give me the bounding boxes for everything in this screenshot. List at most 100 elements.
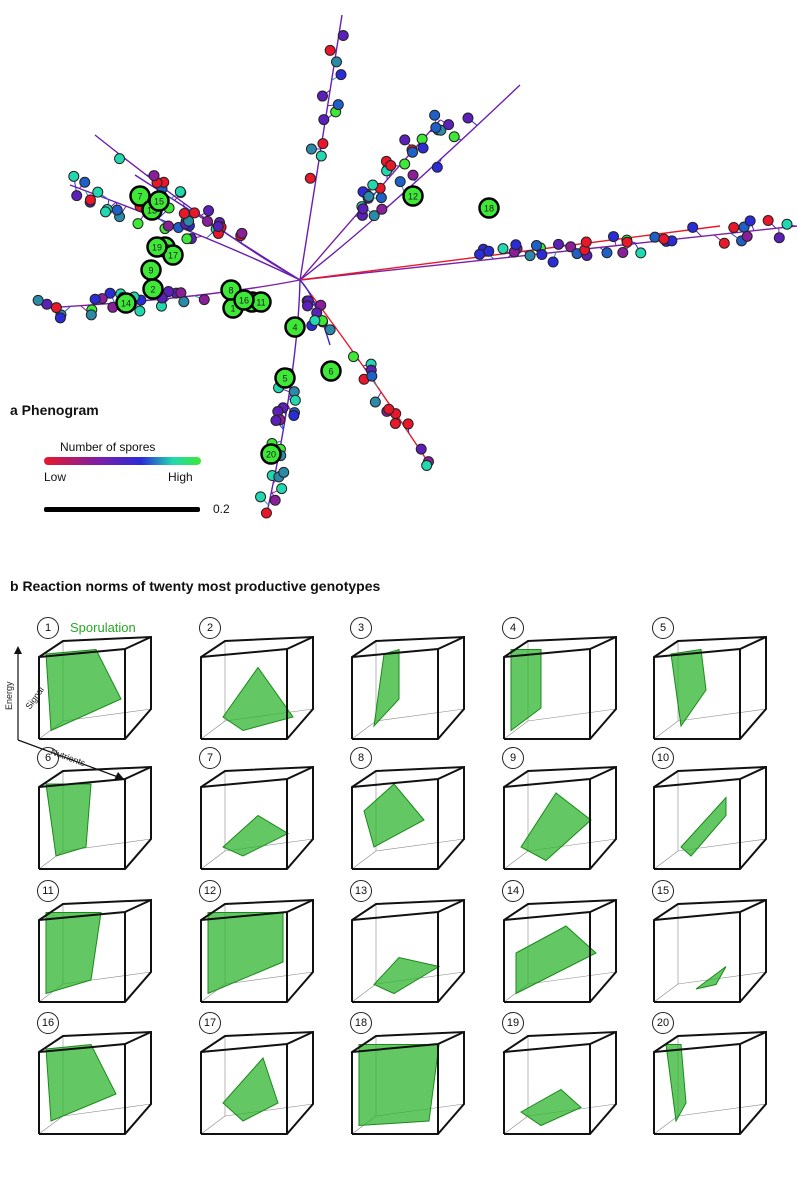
phenogram-node [85, 309, 97, 321]
reaction-norm-9: 9 [492, 747, 622, 872]
legend-low-label: Low [44, 470, 67, 484]
phenogram-node [332, 99, 344, 111]
reaction-norm-2: 2 [189, 617, 319, 742]
phenogram-node [202, 215, 214, 227]
panel-b-title: b Reaction norms of twenty most producti… [10, 578, 381, 594]
phenogram-node [744, 215, 756, 227]
phenogram-node [50, 302, 62, 314]
sporulation-volume [373, 648, 400, 728]
phenogram-node [430, 122, 442, 134]
phenogram-node [443, 119, 455, 131]
genotype-number-badge: 7 [199, 747, 221, 769]
scale-bar-label: 0.2 [213, 502, 230, 516]
highlighted-genotypes: 1234567891011121314151617181920 [115, 185, 500, 465]
phenogram-node [305, 143, 317, 155]
cube-front-edges [351, 898, 465, 1003]
cube-front-edges [38, 1030, 152, 1135]
phenogram-branch [299, 279, 331, 346]
phenogram-branch [299, 279, 431, 466]
cube-front-edges [200, 898, 314, 1003]
phenogram-node [276, 483, 288, 495]
genotype-label-8: 8 [228, 285, 233, 295]
phenogram-node [104, 287, 116, 299]
genotype-label-7: 7 [137, 191, 142, 201]
phenogram-node [174, 186, 186, 198]
genotype-node-20 [260, 443, 282, 465]
cube-front-edges [503, 1030, 617, 1135]
genotype-node-6 [320, 360, 342, 382]
phenogram-node [483, 245, 495, 257]
phenogram-node [621, 236, 633, 248]
phenogram-node [163, 286, 175, 298]
legend-color-bar [44, 457, 201, 465]
reaction-norm-11: 11 [27, 880, 157, 1005]
phenogram-node [367, 179, 379, 191]
phenogram-node [84, 194, 96, 206]
reaction-norm-12: 12 [189, 880, 319, 1005]
phenogram-node [301, 300, 313, 312]
phenogram-node [317, 138, 329, 150]
genotype-number-badge: 1 [37, 617, 59, 639]
genotype-node-5 [274, 367, 296, 389]
phenogram-node [309, 315, 321, 327]
phenogram-node [510, 239, 522, 251]
genotype-node-14 [115, 292, 137, 314]
phenogram-node [497, 243, 509, 255]
phenogram-node [385, 159, 397, 171]
genotype-number-badge: 3 [350, 617, 372, 639]
reaction-norm-17: 17 [189, 1012, 319, 1137]
phenogram-node [658, 233, 670, 245]
phenogram-node [71, 190, 83, 202]
genotype-number-badge: 2 [199, 617, 221, 639]
phenogram-node [474, 248, 486, 260]
phenogram-node [552, 238, 564, 250]
sporulation-volume [363, 783, 425, 848]
phenogram-node [580, 236, 592, 248]
reaction-norm-14: 14 [492, 880, 622, 1005]
genotype-label-15: 15 [154, 196, 164, 206]
phenogram-node [100, 206, 112, 218]
cube-front-edges [653, 898, 767, 1003]
phenogram-node [316, 90, 328, 102]
genotype-node-12 [402, 185, 424, 207]
phenogram-branch [299, 84, 521, 281]
sporulation-volume [222, 814, 290, 857]
phenogram-node [407, 146, 419, 158]
phenogram-node [330, 56, 342, 68]
phenogram-node [635, 247, 647, 259]
axis-nutrients-label: Nutrients [49, 746, 87, 768]
phenogram-node [188, 207, 200, 219]
phenogram-node [417, 142, 429, 154]
phenogram: 1234567891011121314151617181920 [32, 14, 797, 519]
genotype-number-badge: 10 [652, 747, 674, 769]
reaction-norm-3: 3 [340, 617, 470, 742]
cube-front-edges [38, 765, 152, 870]
sporulation-label: Sporulation [70, 620, 136, 635]
phenogram-node [32, 294, 44, 306]
reaction-norm-20: 20 [642, 1012, 772, 1137]
genotype-label-17: 17 [168, 250, 178, 260]
phenogram-node [536, 249, 548, 261]
sporulation-volume [222, 666, 294, 732]
phenogram-node [608, 231, 620, 243]
genotype-label-6: 6 [328, 366, 333, 376]
phenogram-node [394, 176, 406, 188]
genotype-number-badge: 18 [350, 1012, 372, 1034]
sporulation-volume [45, 912, 102, 995]
genotype-node-15 [148, 190, 170, 212]
phenogram-node [718, 237, 730, 249]
genotype-label-11: 11 [256, 297, 265, 307]
cube-front-edges [200, 765, 314, 870]
phenogram-node [462, 112, 474, 124]
phenogram-node [178, 296, 190, 308]
cube-front-edges [351, 635, 465, 740]
genotype-node-9 [140, 259, 162, 281]
phenogram-node [212, 221, 224, 233]
sporulation-volume [665, 1044, 687, 1123]
phenogram-node [335, 69, 347, 81]
phenogram-node [289, 394, 301, 406]
scale-bar [44, 507, 200, 512]
genotype-label-14: 14 [121, 298, 131, 308]
genotype-node-4 [284, 316, 306, 338]
genotype-node-18 [478, 197, 500, 219]
